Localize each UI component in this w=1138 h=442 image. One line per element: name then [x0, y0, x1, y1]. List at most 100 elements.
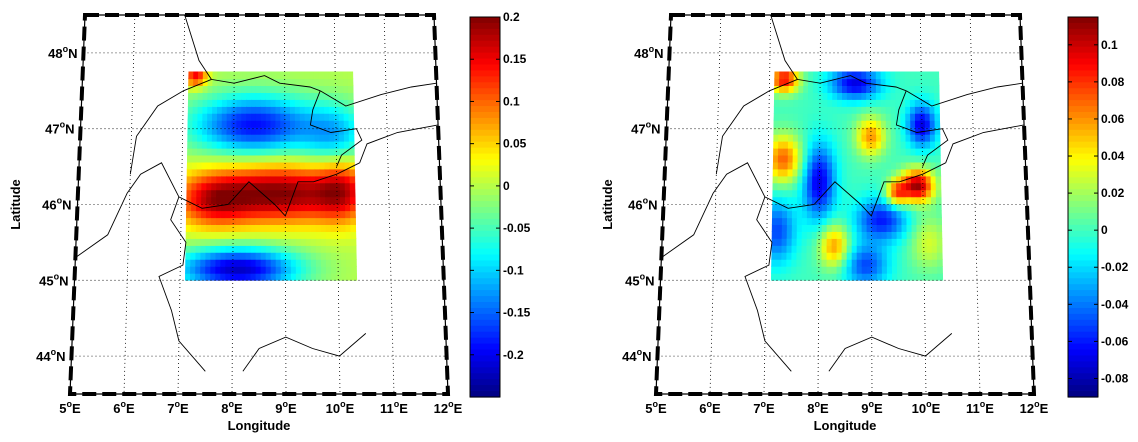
heatmap-cell — [185, 252, 192, 260]
heatmap-cell — [886, 273, 893, 281]
heatmap-cell — [924, 106, 931, 114]
heatmap-cell — [880, 134, 887, 142]
heatmap-cell — [236, 85, 243, 93]
heatmap-cell — [333, 106, 340, 114]
heatmap-cell — [802, 154, 809, 163]
heatmap-cell — [875, 99, 882, 107]
heatmap-cell — [195, 217, 202, 225]
heatmap-cell — [791, 252, 798, 260]
heatmap-cell — [330, 259, 337, 267]
lon-tick-label: 5oE — [59, 399, 81, 416]
colorbar-tick-label: -0.08 — [1101, 371, 1129, 385]
heatmap-cell — [226, 92, 233, 100]
heatmap-cell — [797, 148, 804, 156]
heatmap-cell — [315, 182, 321, 191]
colorbar-band — [470, 64, 500, 72]
heatmap-cell — [350, 252, 357, 260]
heatmap-cell — [265, 127, 272, 135]
heatmap-cell — [812, 148, 818, 156]
heatmap-cell — [910, 168, 917, 177]
heatmap-cell — [215, 238, 222, 246]
heatmap-cell — [185, 231, 192, 239]
heatmap-cell — [827, 141, 833, 149]
heatmap-cell — [822, 113, 828, 121]
heatmap-cell — [196, 182, 203, 191]
heatmap-cell — [202, 99, 209, 107]
heatmap-cell — [915, 141, 921, 149]
heatmap-cell — [798, 106, 804, 114]
colorbar-band — [470, 34, 500, 42]
heatmap-cell — [299, 92, 306, 100]
heatmap-cell — [786, 273, 792, 281]
heatmap-cell — [773, 127, 780, 135]
heatmap-cell — [337, 71, 344, 80]
heatmap-cell — [230, 245, 237, 253]
heatmap-cell — [896, 245, 903, 253]
heatmap-cell — [255, 217, 262, 225]
heatmap-cell — [226, 113, 233, 121]
heatmap-cell — [217, 71, 223, 80]
colorbar-band — [1068, 189, 1098, 196]
heatmap-cell — [910, 154, 917, 163]
heatmap-cell — [221, 148, 227, 156]
heatmap-cell — [846, 120, 853, 128]
colorbar-band — [1068, 355, 1098, 362]
heatmap-cell — [841, 252, 848, 260]
heatmap-cell — [330, 196, 336, 205]
colorbar-band — [1068, 331, 1098, 339]
heatmap-cell — [816, 203, 823, 212]
heatmap-cell — [201, 141, 208, 149]
heatmap-cell — [299, 141, 306, 149]
heatmap-cell — [876, 210, 883, 219]
heatmap-cell — [890, 106, 897, 114]
heatmap-cell — [906, 245, 913, 253]
heatmap-cell — [936, 231, 943, 239]
lon-tick-label: 9oE — [861, 399, 883, 416]
lon-tick-label: 10oE — [912, 399, 941, 416]
heatmap-cell — [905, 141, 912, 149]
heatmap-cell — [196, 141, 203, 149]
heatmap-cell — [329, 154, 336, 163]
heatmap-cell — [240, 252, 247, 260]
heatmap-cell — [826, 224, 833, 232]
heatmap-cell — [812, 113, 819, 121]
colorbar-band — [1068, 147, 1098, 155]
heatmap-cell — [221, 161, 227, 170]
heatmap-cell — [220, 196, 227, 205]
heatmap-cell — [782, 182, 789, 191]
heatmap-cell — [294, 92, 301, 100]
heatmap-cell — [250, 273, 257, 281]
heatmap-cell — [891, 203, 898, 212]
heatmap-cell — [772, 168, 779, 177]
heatmap-cell — [822, 134, 828, 142]
heatmap-cell — [295, 245, 302, 253]
heatmap-cell — [871, 120, 877, 128]
heatmap-cell — [787, 175, 794, 184]
heatmap-cell — [802, 182, 808, 191]
heatmap-cell — [185, 224, 192, 232]
heatmap-cell — [822, 148, 828, 156]
heatmap-cell — [801, 231, 808, 239]
heatmap-cell — [811, 273, 818, 281]
heatmap-cell — [250, 168, 257, 177]
heatmap-cell — [861, 182, 868, 191]
heatmap-cell — [275, 92, 281, 100]
heatmap-cell — [187, 120, 194, 128]
colorbar-band — [470, 319, 500, 327]
heatmap-cell — [926, 252, 933, 260]
heatmap-cell — [241, 175, 247, 184]
border-line — [75, 192, 128, 258]
heatmap-cell — [890, 113, 897, 121]
heatmap-cell — [910, 148, 917, 156]
heatmap-cell — [320, 238, 327, 246]
heatmap-cell — [783, 92, 790, 100]
heatmap-cell — [930, 175, 937, 184]
colorbar-band — [1068, 135, 1098, 143]
heatmap-cell — [802, 120, 809, 128]
heatmap-cell — [791, 238, 798, 246]
heatmap-cell — [290, 217, 297, 225]
heatmap-cell — [846, 259, 853, 267]
heatmap-cell — [935, 182, 942, 191]
heatmap-cell — [280, 182, 287, 191]
heatmap-cell — [245, 224, 252, 232]
